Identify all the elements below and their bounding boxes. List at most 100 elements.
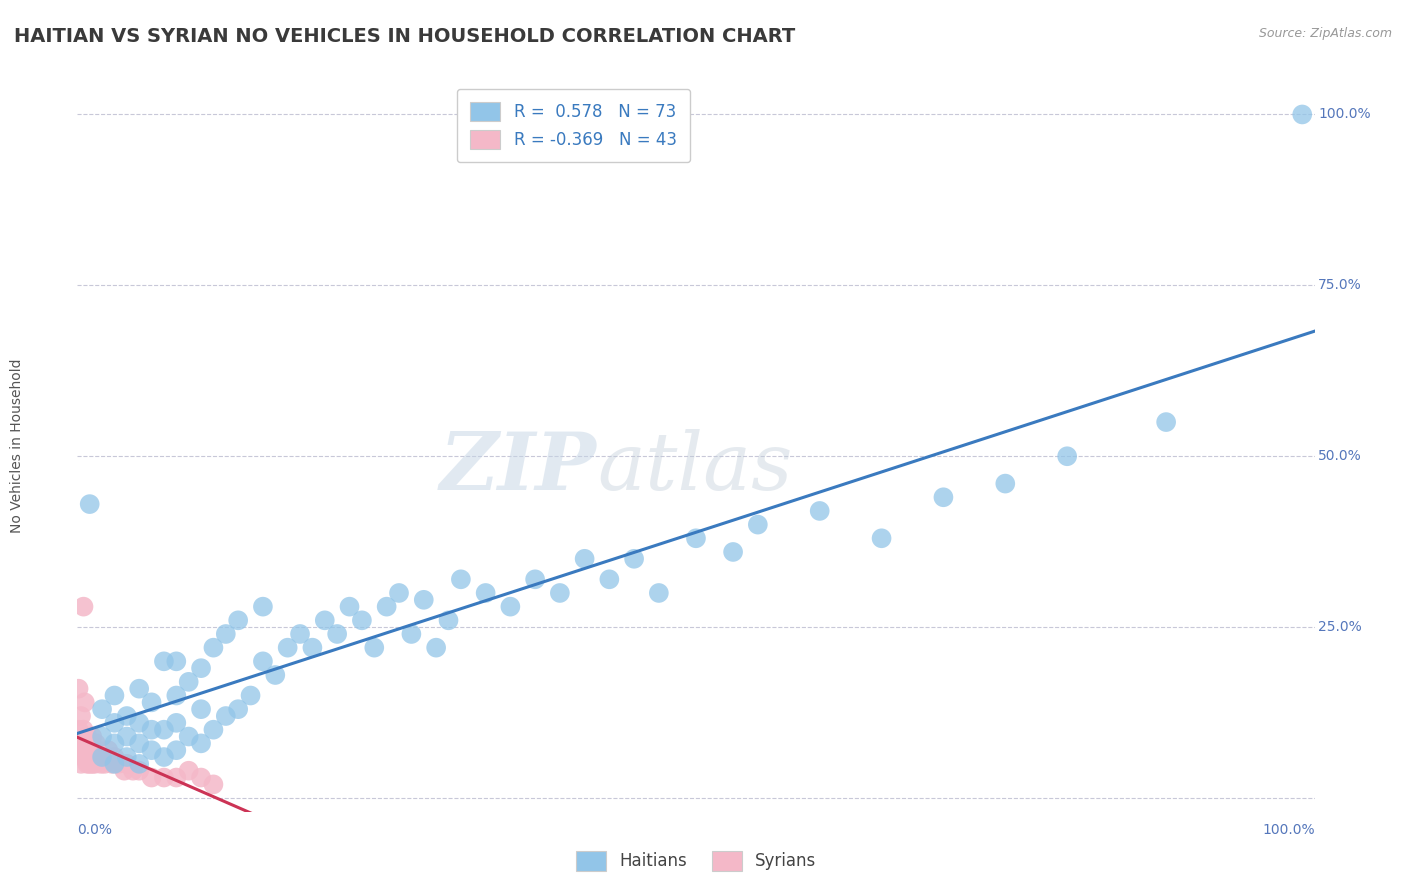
Text: HAITIAN VS SYRIAN NO VEHICLES IN HOUSEHOLD CORRELATION CHART: HAITIAN VS SYRIAN NO VEHICLES IN HOUSEHO… <box>14 27 796 45</box>
Point <box>524 572 547 586</box>
Point <box>215 709 238 723</box>
Text: atlas: atlas <box>598 429 793 507</box>
Point <box>83 756 105 771</box>
Point <box>84 736 107 750</box>
Point <box>375 599 398 614</box>
Point <box>82 756 104 771</box>
Point <box>153 723 176 737</box>
Point <box>870 531 893 545</box>
Point <box>190 702 212 716</box>
Point <box>153 654 176 668</box>
Point <box>73 736 96 750</box>
Text: 75.0%: 75.0% <box>1319 278 1362 293</box>
Point <box>75 750 97 764</box>
Point <box>79 736 101 750</box>
Point <box>72 750 94 764</box>
Point <box>67 723 90 737</box>
Point <box>202 777 225 791</box>
Point <box>598 572 620 586</box>
Point <box>128 715 150 730</box>
Point <box>190 736 212 750</box>
Point <box>685 531 707 545</box>
Point <box>190 661 212 675</box>
Point <box>177 730 200 744</box>
Point <box>141 771 163 785</box>
Point <box>73 695 96 709</box>
Point <box>202 640 225 655</box>
Text: Source: ZipAtlas.com: Source: ZipAtlas.com <box>1258 27 1392 40</box>
Text: 50.0%: 50.0% <box>1319 450 1362 463</box>
Point <box>86 743 108 757</box>
Text: 0.0%: 0.0% <box>77 822 112 837</box>
Point <box>153 750 176 764</box>
Point <box>103 715 125 730</box>
Point <box>252 599 274 614</box>
Point <box>76 756 98 771</box>
Point <box>103 689 125 703</box>
Point <box>93 756 115 771</box>
Point <box>165 771 187 785</box>
Point <box>91 702 114 716</box>
Point <box>153 771 176 785</box>
Point <box>103 736 125 750</box>
Point <box>128 756 150 771</box>
Point <box>721 545 744 559</box>
Point <box>412 592 434 607</box>
Legend: Haitians, Syrians: Haitians, Syrians <box>562 838 830 884</box>
Point <box>87 750 110 764</box>
Point <box>141 695 163 709</box>
Point <box>425 640 447 655</box>
Point <box>301 640 323 655</box>
Point <box>91 750 114 764</box>
Point <box>82 743 104 757</box>
Point <box>79 756 101 771</box>
Point <box>288 627 311 641</box>
Text: No Vehicles in Household: No Vehicles in Household <box>10 359 24 533</box>
Point <box>97 743 120 757</box>
Point <box>574 551 596 566</box>
Point <box>401 627 423 641</box>
Point <box>101 756 124 771</box>
Point <box>128 764 150 778</box>
Point <box>437 613 460 627</box>
Point <box>474 586 496 600</box>
Point <box>165 715 187 730</box>
Text: ZIP: ZIP <box>440 429 598 507</box>
Point <box>277 640 299 655</box>
Point <box>112 764 135 778</box>
Point <box>499 599 522 614</box>
Point <box>115 709 138 723</box>
Point <box>141 723 163 737</box>
Point <box>808 504 831 518</box>
Point <box>314 613 336 627</box>
Point <box>1291 107 1313 121</box>
Point <box>115 756 138 771</box>
Point <box>190 771 212 785</box>
Point <box>623 551 645 566</box>
Point <box>91 730 114 744</box>
Point <box>69 743 91 757</box>
Point <box>128 681 150 696</box>
Point <box>165 743 187 757</box>
Point <box>82 730 104 744</box>
Point <box>80 750 103 764</box>
Point <box>350 613 373 627</box>
Point <box>326 627 349 641</box>
Point <box>67 681 90 696</box>
Point <box>90 756 112 771</box>
Point <box>72 599 94 614</box>
Point <box>388 586 411 600</box>
Point <box>450 572 472 586</box>
Point <box>747 517 769 532</box>
Text: 100.0%: 100.0% <box>1263 822 1315 837</box>
Point <box>548 586 571 600</box>
Point <box>177 764 200 778</box>
Point <box>363 640 385 655</box>
Point <box>72 723 94 737</box>
Point <box>165 654 187 668</box>
Point <box>239 689 262 703</box>
Point <box>165 689 187 703</box>
Point <box>70 709 93 723</box>
Point <box>1154 415 1177 429</box>
Point <box>76 730 98 744</box>
